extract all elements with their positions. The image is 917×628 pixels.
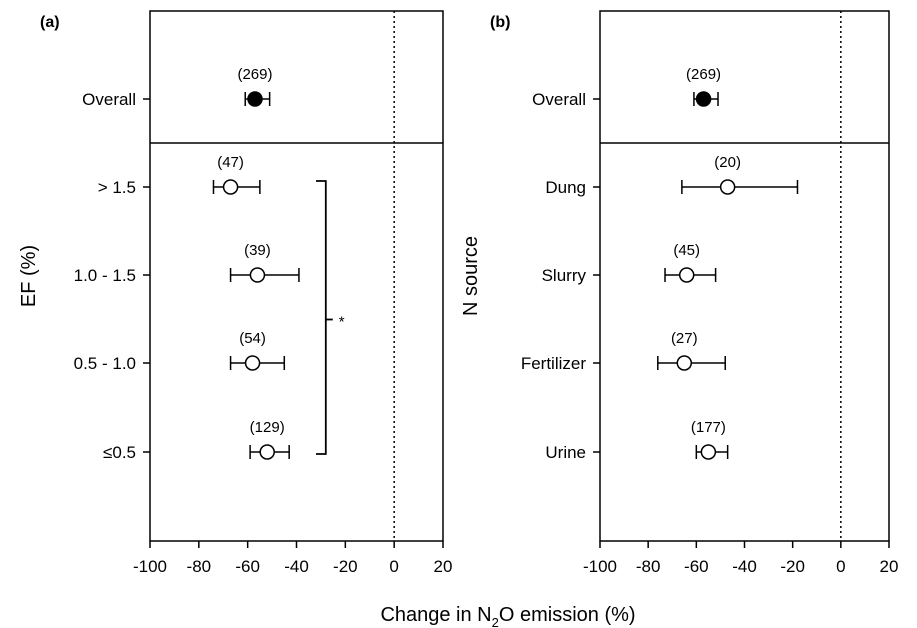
x-tick-label: -80 bbox=[636, 557, 661, 576]
x-tick-label: 0 bbox=[389, 557, 398, 576]
x-tick-label: -20 bbox=[780, 557, 805, 576]
category-label: ≤0.5 bbox=[103, 443, 136, 462]
overall-mean-point bbox=[247, 91, 263, 107]
panel-label: (b) bbox=[490, 14, 510, 31]
mean-point bbox=[222, 179, 239, 195]
x-tick-label: -20 bbox=[333, 557, 358, 576]
sample-size-label: (47) bbox=[217, 154, 244, 171]
panel-a: (a) EF (%) -100 -80 -60 -40 -20 0 20 Overall (269)… bbox=[18, 10, 453, 576]
x-tick-label: 20 bbox=[434, 557, 453, 576]
x-tick-label: -60 bbox=[235, 557, 260, 576]
y-axis-title: N source bbox=[460, 236, 482, 316]
x-tick-label: -40 bbox=[732, 557, 757, 576]
x-tick-label: -60 bbox=[684, 557, 709, 576]
category-label: Slurry bbox=[542, 266, 587, 285]
bracket-line bbox=[316, 180, 327, 455]
sample-size-label: (39) bbox=[244, 242, 271, 259]
x-tick-label: 20 bbox=[880, 557, 899, 576]
sample-size-label: (27) bbox=[671, 330, 698, 347]
mean-point bbox=[719, 179, 736, 195]
group-row: Fertilizer (27) bbox=[521, 330, 726, 373]
overall-row: Overall (269) bbox=[532, 66, 721, 109]
group-row: Urine (177) bbox=[545, 419, 729, 462]
plot-frame bbox=[599, 10, 890, 542]
sample-size-label: (177) bbox=[691, 419, 726, 436]
category-label: Overall bbox=[532, 90, 586, 109]
overall-row: Overall (269) bbox=[82, 66, 272, 109]
sample-size-label: (20) bbox=[714, 154, 741, 171]
sample-size-label: (129) bbox=[250, 419, 285, 436]
group-row: > 1.5 (47) bbox=[98, 154, 261, 197]
x-tick-label: -40 bbox=[284, 557, 309, 576]
sample-size-label: (269) bbox=[686, 66, 721, 83]
y-axis-title: EF (%) bbox=[18, 245, 40, 307]
sample-size-label: (269) bbox=[237, 66, 272, 83]
significance-bracket: * bbox=[316, 180, 345, 455]
group-row: ≤0.5 (129) bbox=[103, 419, 290, 462]
panels: (a) EF (%) -100 -80 -60 -40 -20 0 20 Overall (269)… bbox=[18, 10, 899, 576]
panel-b: (b) N source -100 -80 -60 -40 -20 0 20 Overall (26… bbox=[460, 10, 899, 576]
category-label: Fertilizer bbox=[521, 354, 587, 373]
category-label: Urine bbox=[545, 443, 586, 462]
x-tick-label: -100 bbox=[133, 557, 167, 576]
category-label: 0.5 - 1.0 bbox=[74, 354, 136, 373]
sample-size-label: (45) bbox=[673, 242, 700, 259]
category-label: Dung bbox=[545, 178, 586, 197]
mean-point bbox=[700, 444, 717, 460]
significance-label: * bbox=[339, 314, 345, 331]
group-row: 1.0 - 1.5 (39) bbox=[74, 242, 300, 285]
panel-label: (a) bbox=[40, 14, 60, 31]
x-tick-label: -100 bbox=[583, 557, 617, 576]
group-row: Slurry (45) bbox=[542, 242, 717, 285]
mean-point bbox=[676, 355, 693, 371]
group-row: Dung (20) bbox=[545, 154, 799, 197]
mean-point bbox=[678, 267, 695, 283]
plot-frame bbox=[149, 10, 444, 542]
mean-point bbox=[244, 355, 261, 371]
x-axis-title: Change in N2O emission (%) bbox=[380, 604, 635, 628]
mean-point bbox=[259, 444, 275, 460]
mean-point bbox=[249, 267, 266, 283]
x-tick-label: -80 bbox=[187, 557, 212, 576]
sample-size-label: (54) bbox=[239, 330, 266, 347]
category-label: Overall bbox=[82, 90, 136, 109]
x-tick-label: 0 bbox=[836, 557, 845, 576]
category-label: > 1.5 bbox=[98, 178, 136, 197]
category-label: 1.0 - 1.5 bbox=[74, 266, 136, 285]
group-row: 0.5 - 1.0 (54) bbox=[74, 330, 286, 373]
overall-mean-point bbox=[695, 91, 712, 107]
